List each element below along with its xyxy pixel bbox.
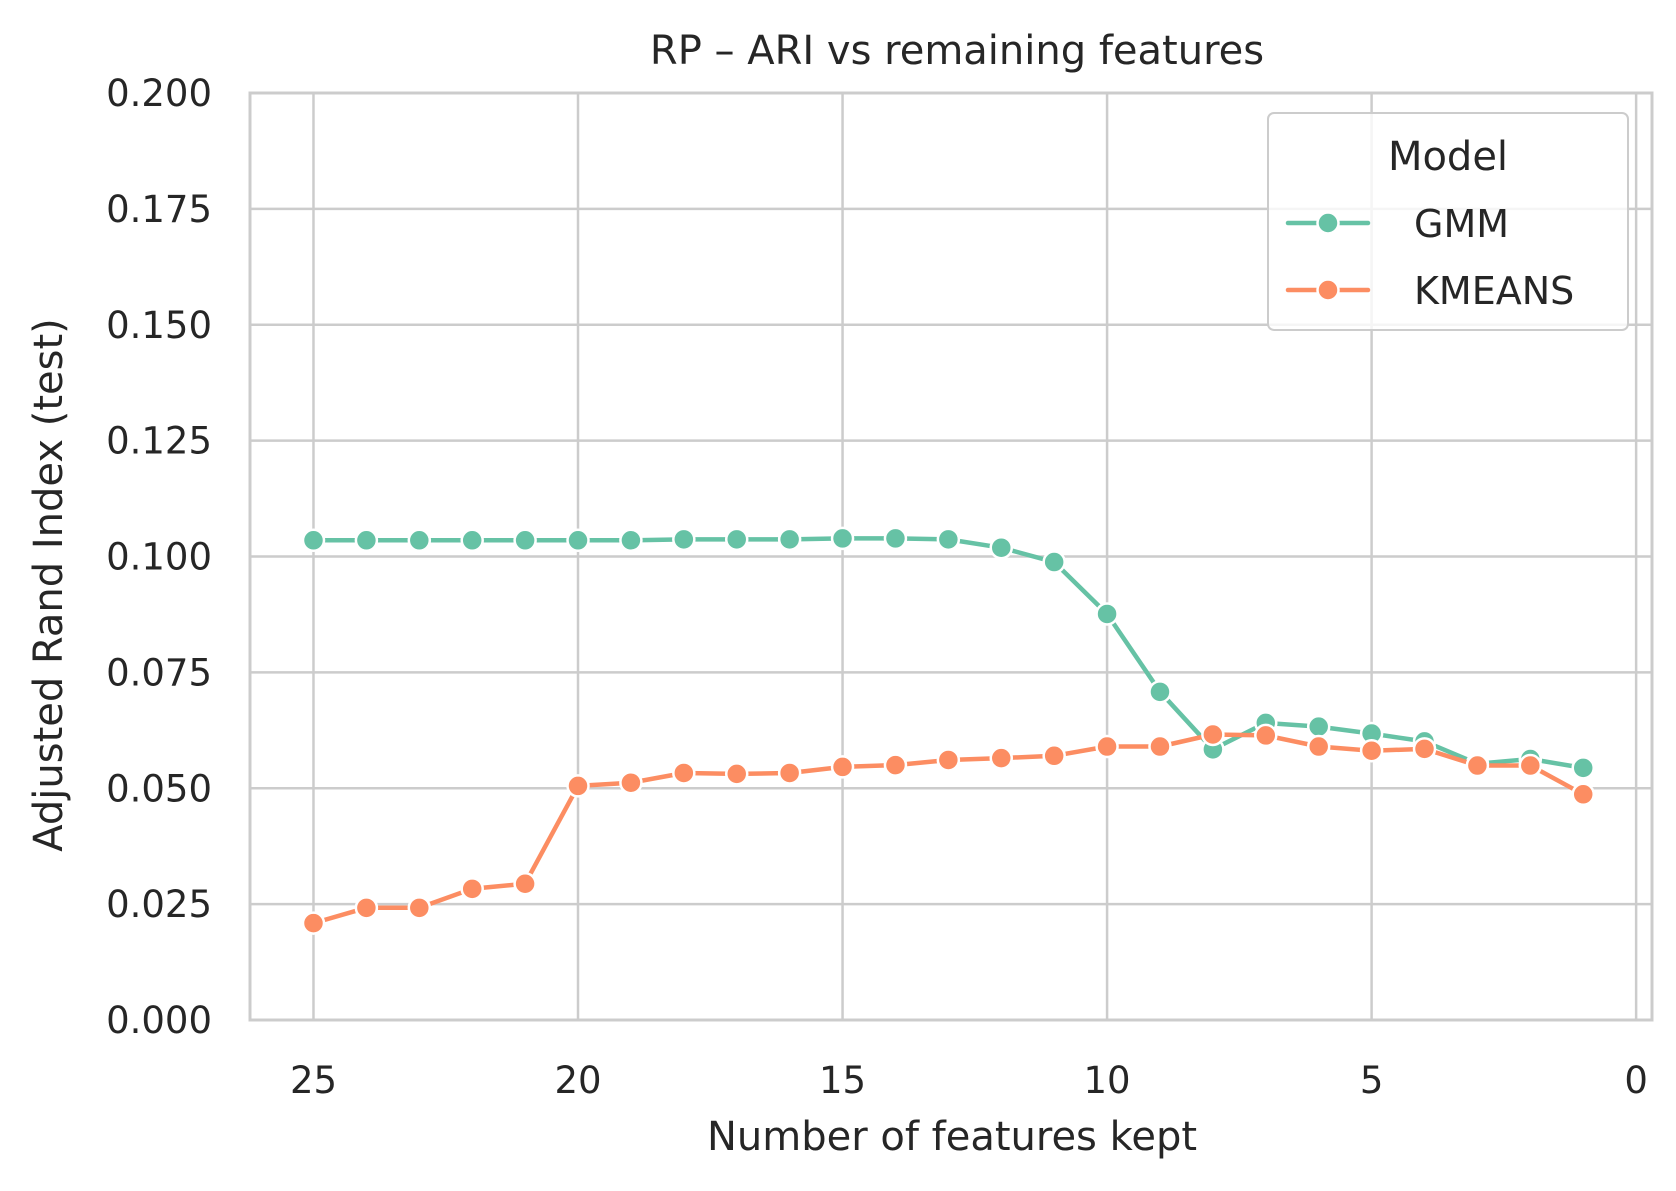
tick-labels: 25 20 15 10 5 0 0.000 0.025 0.050 0.075 0.100 0.125…	[106, 72, 1648, 1102]
legend-label-gmm: GMM	[1414, 202, 1509, 246]
series-layer	[301, 526, 1595, 935]
data-point-gmm	[1571, 756, 1595, 780]
y-tick-label: 0.200	[106, 72, 212, 115]
data-point-gmm	[460, 528, 484, 553]
data-point-gmm	[301, 528, 326, 553]
data-point-kmeans	[724, 762, 749, 786]
data-point-gmm	[513, 528, 537, 553]
data-point-gmm	[672, 527, 696, 552]
data-point-kmeans	[1359, 738, 1384, 763]
data-point-kmeans	[1148, 734, 1172, 759]
legend-marker-gmm	[1316, 211, 1340, 235]
legend-title: Model	[1388, 134, 1508, 180]
y-tick-label: 0.100	[106, 536, 212, 579]
data-point-kmeans	[1201, 722, 1225, 747]
data-point-kmeans	[830, 755, 855, 779]
data-point-gmm	[566, 528, 590, 553]
data-point-gmm	[1306, 714, 1331, 739]
data-point-kmeans	[407, 896, 432, 920]
legend-label-kmeans: KMEANS	[1414, 269, 1574, 313]
data-point-kmeans	[354, 896, 379, 920]
data-point-kmeans	[989, 746, 1014, 770]
data-point-gmm	[777, 527, 802, 552]
data-point-kmeans	[1254, 723, 1278, 748]
data-point-gmm	[989, 535, 1014, 560]
plot-frame	[248, 91, 1654, 1022]
data-point-gmm	[724, 527, 749, 552]
x-tick-label: 10	[1084, 1059, 1131, 1102]
data-point-gmm	[407, 528, 432, 553]
data-point-kmeans	[1571, 782, 1595, 807]
legend-marker-kmeans	[1316, 278, 1340, 302]
y-tick-label: 0.050	[106, 767, 212, 810]
x-tick-label: 0	[1624, 1059, 1648, 1102]
y-tick-label: 0.000	[106, 999, 212, 1042]
chart-title: RP – ARI vs remaining features	[650, 28, 1264, 74]
data-point-kmeans	[1412, 737, 1437, 761]
data-point-kmeans	[936, 748, 961, 772]
legend: Model GMM KMEANS	[1267, 112, 1629, 331]
y-axis-label: Adjusted Rand Index (test)	[26, 318, 72, 852]
data-point-kmeans	[1042, 744, 1066, 768]
y-tick-label: 0.025	[106, 883, 212, 926]
y-tick-label: 0.075	[106, 651, 212, 694]
data-point-kmeans	[672, 761, 696, 785]
data-point-kmeans	[777, 761, 802, 785]
data-point-gmm	[1095, 602, 1119, 626]
x-tick-label: 20	[554, 1059, 601, 1102]
data-point-gmm	[883, 526, 908, 551]
data-point-kmeans	[1465, 753, 1490, 778]
x-tick-label: 25	[290, 1059, 337, 1102]
data-point-kmeans	[566, 774, 590, 798]
data-point-gmm	[830, 526, 855, 551]
x-tick-label: 5	[1360, 1059, 1384, 1102]
data-point-gmm	[619, 528, 643, 553]
data-point-kmeans	[301, 911, 326, 935]
data-point-kmeans	[883, 753, 908, 777]
y-tick-label: 0.175	[106, 188, 212, 231]
data-point-gmm	[1148, 680, 1172, 704]
x-tick-label: 15	[819, 1059, 866, 1102]
data-point-kmeans	[1518, 753, 1543, 778]
x-axis-label: Number of features kept	[707, 1114, 1197, 1160]
data-point-kmeans	[619, 770, 643, 795]
data-point-kmeans	[1306, 734, 1331, 759]
y-tick-label: 0.125	[106, 420, 212, 463]
data-point-kmeans	[513, 871, 537, 896]
data-point-gmm	[1042, 550, 1066, 574]
data-point-kmeans	[1095, 734, 1119, 759]
data-point-gmm	[936, 527, 961, 552]
data-point-kmeans	[460, 877, 484, 901]
legend-items: GMM KMEANS	[1285, 202, 1574, 313]
y-tick-label: 0.150	[106, 304, 212, 347]
data-point-gmm	[354, 528, 379, 553]
legend-box	[1267, 112, 1629, 331]
plot-area-border	[248, 91, 1654, 1022]
